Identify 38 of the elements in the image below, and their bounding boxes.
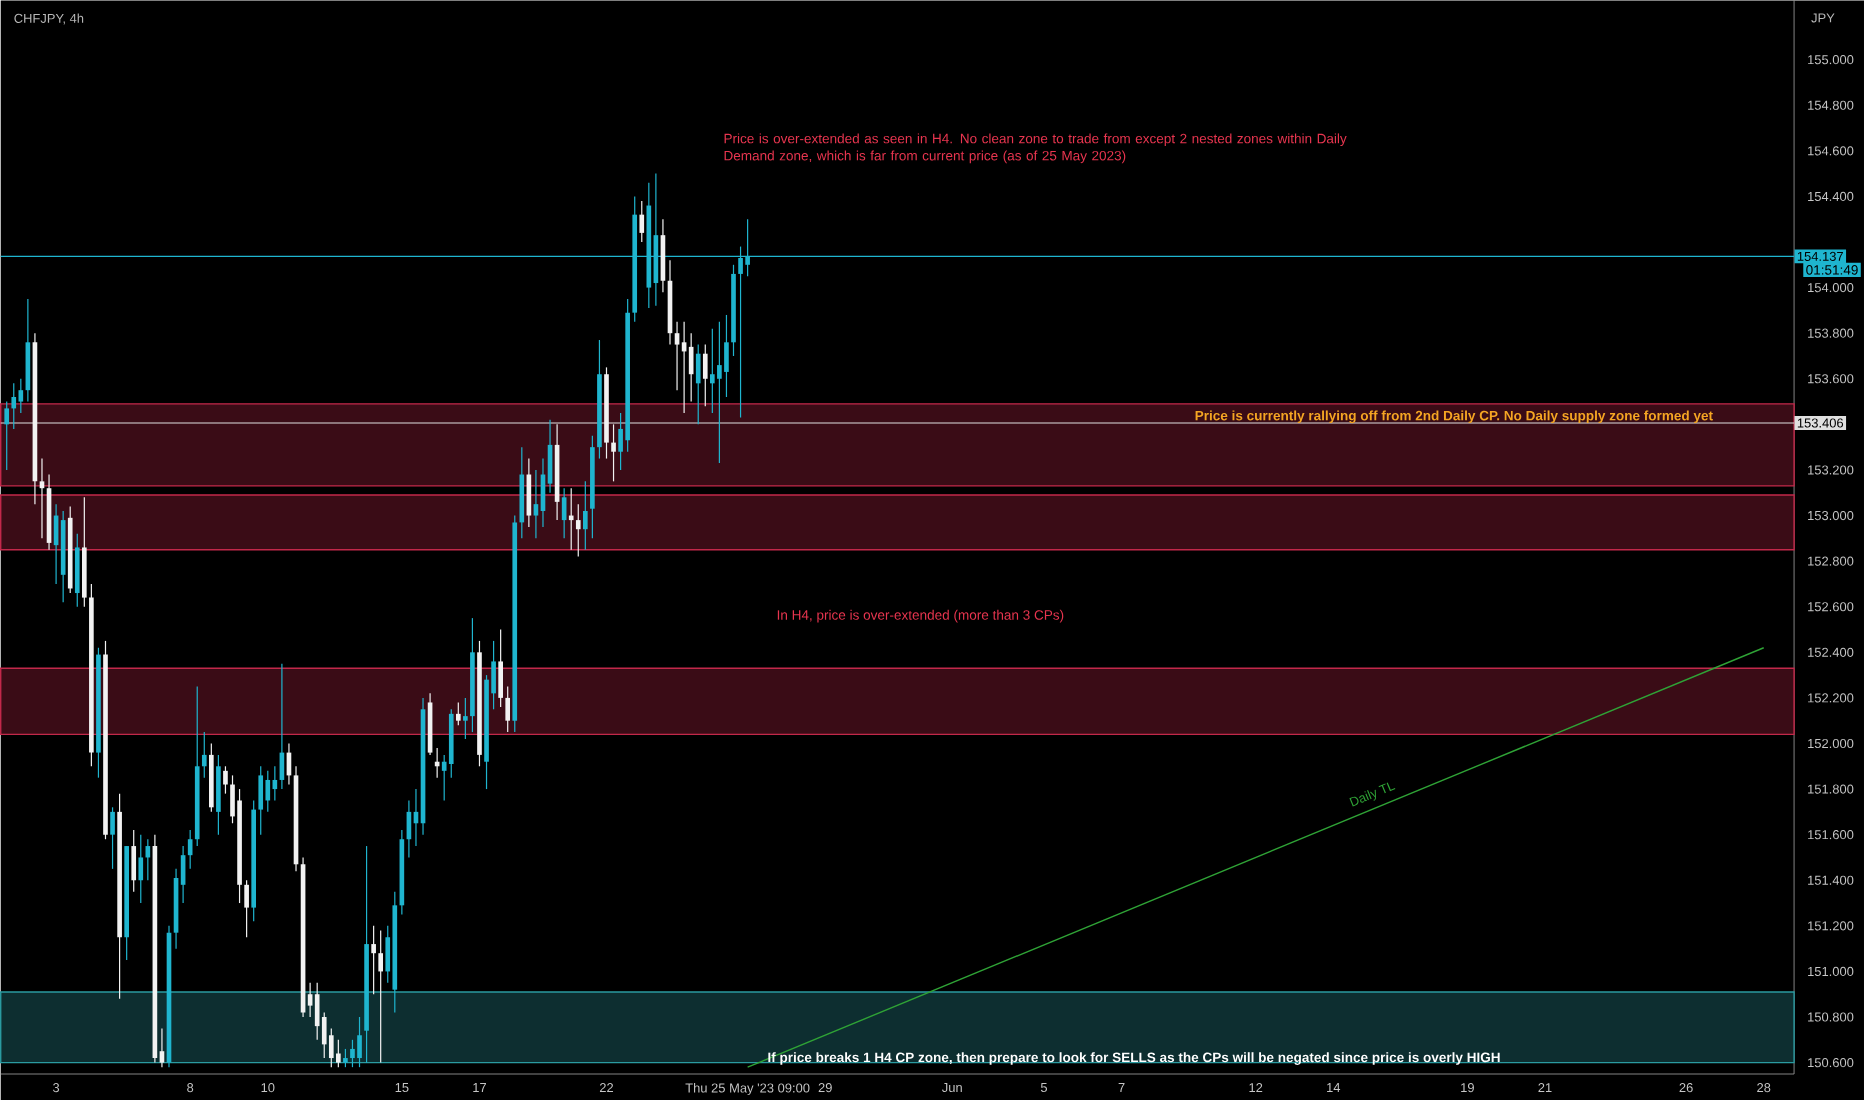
candlestick — [223, 765, 228, 795]
candlestick — [138, 834, 144, 904]
candlestick — [350, 1039, 355, 1068]
candlestick — [505, 686, 511, 733]
candlestick — [568, 487, 574, 551]
candlestick — [717, 321, 722, 464]
candlestick — [674, 321, 680, 391]
candlestick — [724, 314, 729, 398]
candlestick — [455, 701, 461, 726]
candlestick — [639, 200, 645, 243]
candlestick — [702, 344, 708, 407]
candlestick — [371, 925, 376, 995]
candlestick — [710, 328, 715, 414]
candlestick — [145, 838, 151, 881]
candlestick — [74, 533, 80, 608]
candlestick — [201, 731, 207, 779]
candlestick — [131, 829, 137, 893]
candlestick — [11, 382, 17, 430]
candlestick — [611, 423, 616, 483]
candlestick — [244, 879, 249, 938]
candlestick — [519, 446, 525, 540]
candlestick — [18, 378, 24, 414]
candlestick — [463, 697, 468, 740]
candlestick — [357, 1016, 362, 1068]
candlestick — [336, 1039, 341, 1068]
candlestick — [533, 469, 539, 540]
candlestick — [110, 806, 115, 870]
candlestick — [4, 401, 10, 471]
candlestick — [378, 929, 384, 1064]
candlestick — [265, 770, 271, 813]
candlestick — [258, 765, 264, 836]
candlestick — [498, 629, 503, 708]
candlestick — [582, 480, 588, 551]
candlestick — [695, 344, 701, 426]
candlestick — [216, 754, 221, 836]
candlestick — [575, 503, 581, 558]
candlestick — [314, 982, 320, 1041]
candlestick — [343, 1048, 348, 1068]
